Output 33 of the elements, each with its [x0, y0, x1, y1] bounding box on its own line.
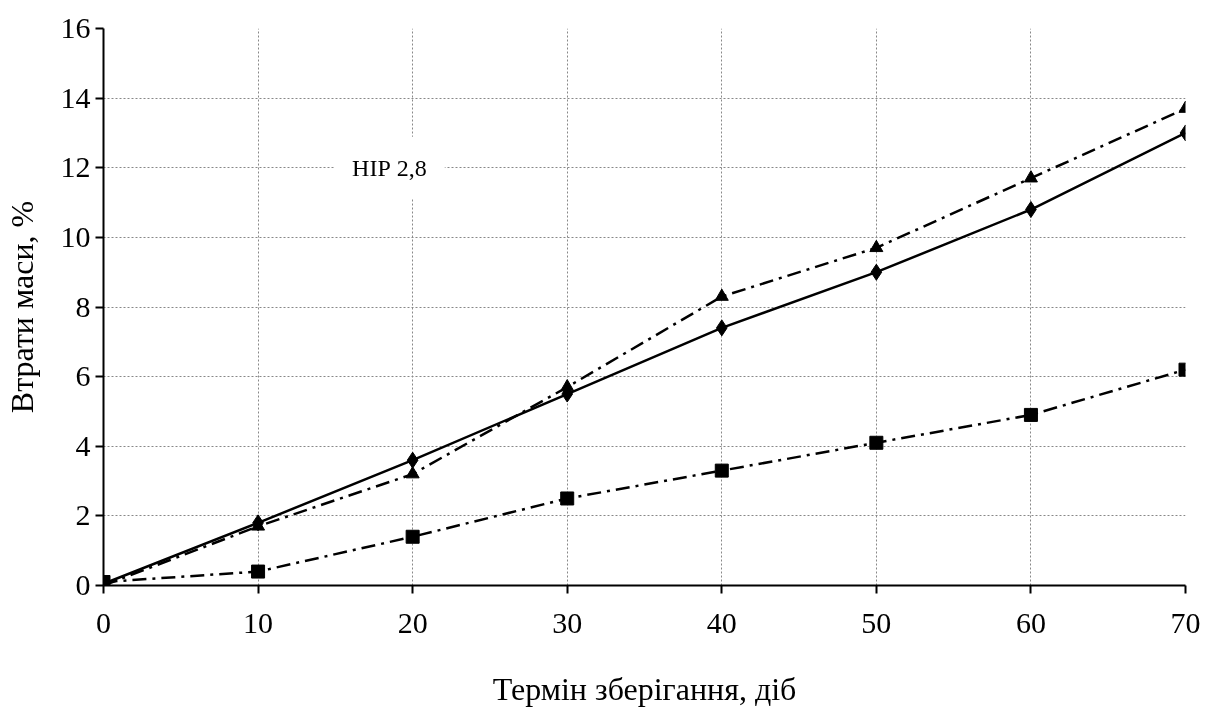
- y-tick-label: 16: [60, 11, 91, 44]
- y-tick-label: 0: [75, 568, 91, 601]
- y-tick-label: 10: [60, 219, 91, 253]
- point: [870, 263, 883, 281]
- point: [714, 463, 729, 478]
- y-tick-label: 2: [75, 498, 91, 532]
- point: [405, 466, 420, 479]
- y-tick-label: 14: [60, 80, 91, 114]
- x-tick-label: 60: [1015, 605, 1046, 639]
- y-tick-label: 8: [75, 289, 91, 323]
- y-axis-title: Втрати маси, %: [3, 200, 40, 414]
- x-tick-label: 50: [861, 605, 892, 639]
- x-tick-label: 20: [397, 605, 428, 639]
- point: [714, 288, 729, 301]
- y-tick-label: 4: [75, 428, 91, 462]
- point: [715, 319, 728, 337]
- x-tick-label: 40: [706, 605, 737, 639]
- y-tick-label: 6: [75, 359, 91, 393]
- x-tick-label: 10: [243, 605, 274, 639]
- x-axis-title: Термін зберігання, діб: [492, 670, 797, 707]
- point: [251, 564, 266, 579]
- x-tick-label: 70: [1170, 605, 1201, 639]
- point: [560, 379, 575, 392]
- y-tick-label: 12: [60, 150, 91, 184]
- x-tick-label: 30: [552, 605, 583, 639]
- point: [406, 451, 419, 469]
- point: [405, 529, 420, 544]
- point: [560, 491, 575, 506]
- point: [869, 239, 884, 253]
- point: [1023, 407, 1038, 422]
- annotation: НІР 2,8: [352, 154, 427, 181]
- point: [869, 435, 884, 450]
- point: [1023, 170, 1038, 183]
